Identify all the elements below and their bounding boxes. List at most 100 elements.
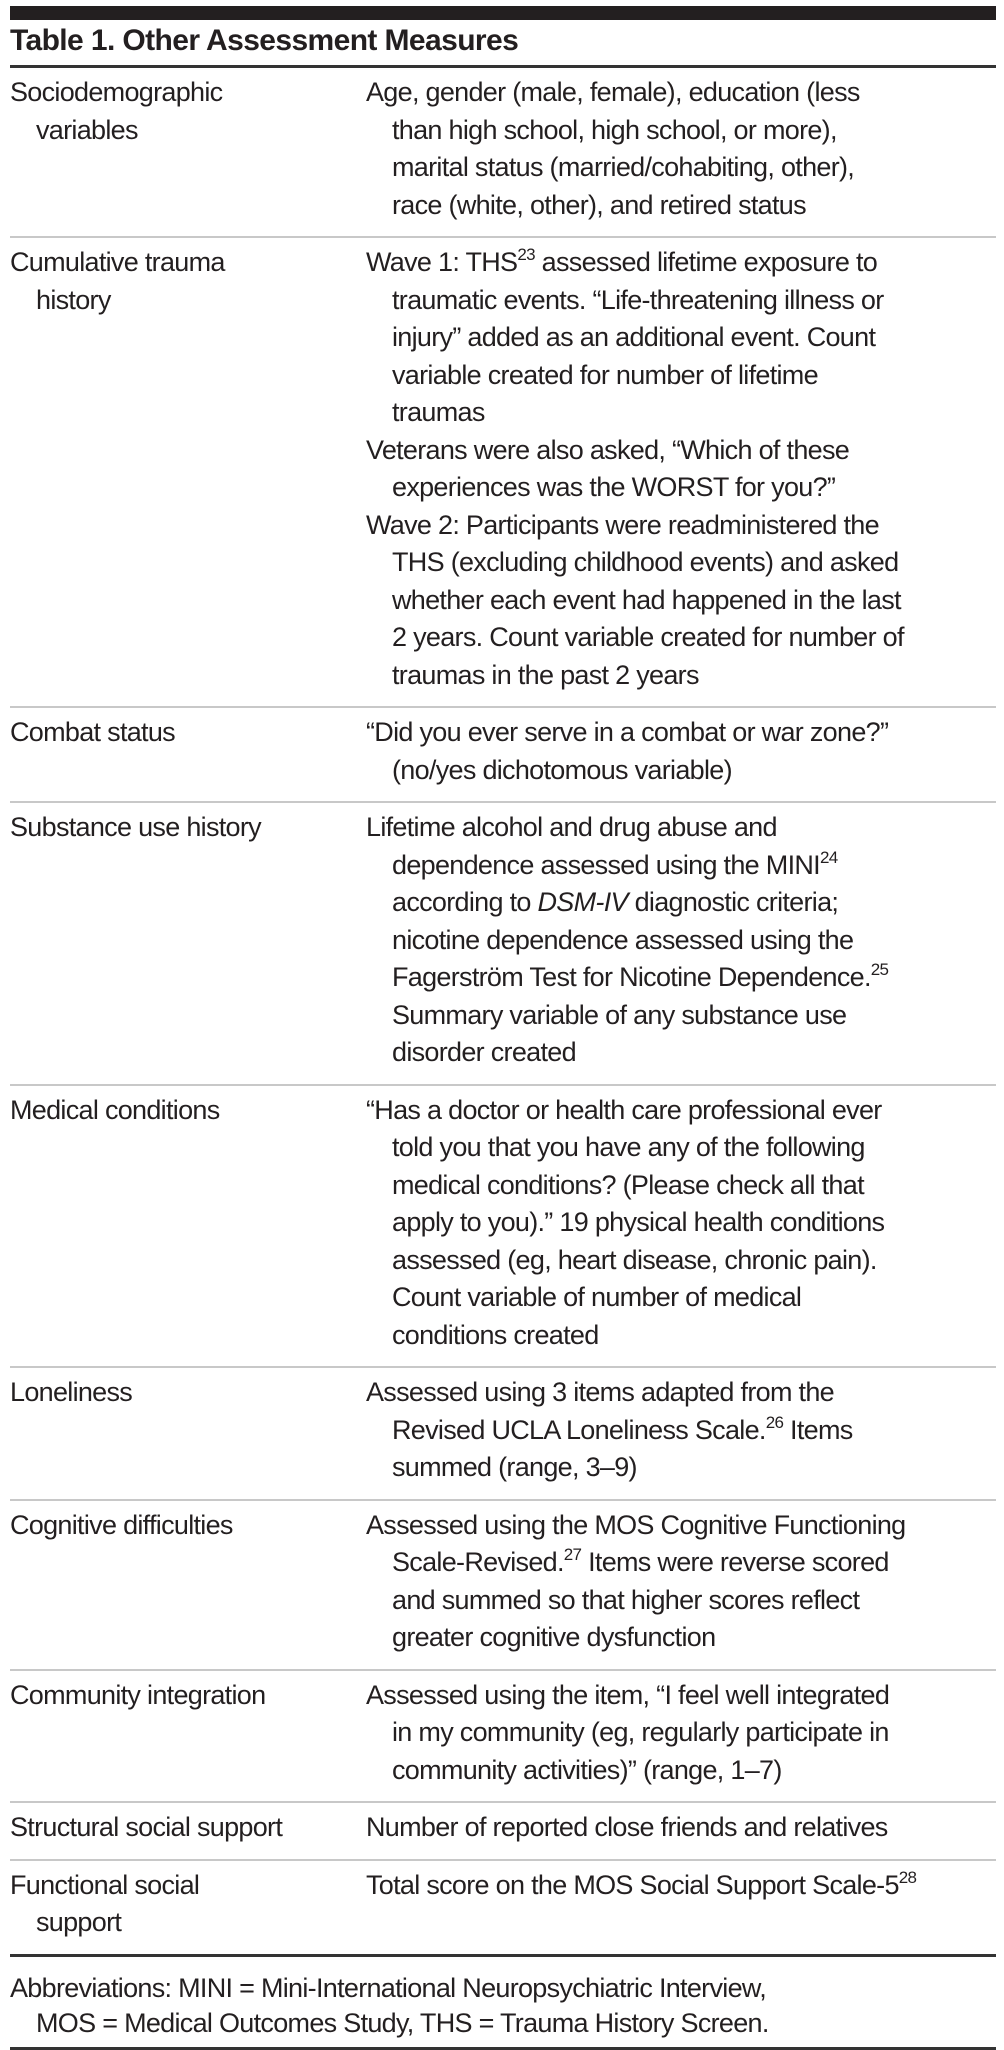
table-title: Table 1. Other Assessment Measures <box>10 24 519 57</box>
text-line: and summed so that higher scores reflect <box>392 1584 860 1615</box>
table-row: Loneliness Assessed using 3 items adapted… <box>10 1368 996 1501</box>
text-line: Cognitive difficulties <box>10 1509 233 1540</box>
measure-description: Lifetime alcohol and drug abuse and depen… <box>366 809 996 1072</box>
text-segment: Revised UCLA Loneliness Scale. <box>392 1414 766 1445</box>
text-line: variables <box>36 114 138 145</box>
measure-description: “Has a doctor or health care professiona… <box>366 1092 996 1355</box>
text-line: Structural social support <box>10 1812 283 1842</box>
text-line: Age, gender (male, female), education (l… <box>366 77 860 107</box>
text-segment: Total score on the MOS Social Support Sc… <box>366 1869 899 1900</box>
text-line: community activities)” (range, 1–7) <box>392 1754 782 1785</box>
measure-description: Age, gender (male, female), education (l… <box>366 74 996 224</box>
text-line: injury” added as an additional event. Co… <box>392 322 876 352</box>
text-line: conditions created <box>392 1319 599 1350</box>
table-row: Cumulative trauma history Wave 1: THS23 as… <box>10 238 996 708</box>
text-line: Assessed using 3 items adapted from the <box>366 1377 835 1407</box>
reference-superscript: 27 <box>563 1545 582 1564</box>
text-line: “Did you ever serve in a combat or war z… <box>366 717 889 747</box>
measure-label: Loneliness <box>10 1374 366 1487</box>
measure-label: Combat status <box>10 714 366 789</box>
text-line: Lifetime alcohol and drug abuse and <box>366 812 778 842</box>
text-segment: dependence assessed using the MINI <box>392 849 821 880</box>
text-line: Loneliness <box>10 1377 133 1407</box>
text-line: support <box>36 1907 122 1937</box>
table-row: Functional social support Total score on t… <box>10 1861 996 1957</box>
text-line: (no/yes dichotomous variable) <box>392 754 733 785</box>
text-line: Cumulative trauma <box>10 247 225 277</box>
text-line: than high school, high school, or more), <box>392 114 837 145</box>
text-line: Wave 2: Participants were readministered… <box>366 509 880 540</box>
text-line: greater cognitive dysfunction <box>392 1622 716 1652</box>
measure-label: Functional social support <box>10 1867 366 1942</box>
text-segment: Items <box>783 1414 853 1445</box>
text-segment: Fagerström Test for Nicotine Dependence. <box>392 962 871 992</box>
text-line: history <box>36 284 111 315</box>
text-line: Number of reported close friends and rel… <box>366 1812 888 1842</box>
measure-description: Assessed using the item, “I feel well in… <box>366 1677 996 1790</box>
measure-label: Medical conditions <box>10 1092 366 1355</box>
table-footnote: Abbreviations: MINI = Mini-International… <box>10 1957 996 2050</box>
text-line: Total score on the MOS Social Support Sc… <box>366 1867 996 1905</box>
measure-description: Assessed using the MOS Cognitive Functio… <box>366 1507 996 1657</box>
table-row: Combat status “Did you ever serve in a co… <box>10 708 996 803</box>
measure-description: Number of reported close friends and rel… <box>366 1809 996 1847</box>
text-line: “Has a doctor or health care professiona… <box>366 1094 882 1125</box>
text-segment: assessed lifetime exposure to <box>534 247 878 277</box>
measure-label: Sociodemographic variables <box>10 74 366 224</box>
text-line: summed (range, 3–9) <box>392 1452 638 1482</box>
text-line: traumas <box>392 397 485 427</box>
text-line: traumatic events. “Life-threatening illn… <box>392 284 884 315</box>
text-line: 2 years. Count variable created for numb… <box>392 622 904 652</box>
text-line: experiences was the WORST for you?” <box>392 472 836 502</box>
text-line: according to DSM-IV diagnostic criteria; <box>366 884 996 922</box>
reference-superscript: 25 <box>870 960 889 979</box>
reference-superscript: 28 <box>898 1867 917 1887</box>
text-line: whether each event had happened in the l… <box>392 584 902 615</box>
table-row: Substance use history Lifetime alcohol an… <box>10 803 996 1086</box>
text-line: MOS = Medical Outcomes Study, THS = Trau… <box>36 2007 769 2038</box>
measure-label: Structural social support <box>10 1809 366 1847</box>
text-line: Sociodemographic <box>10 77 223 107</box>
text-segment: Wave 1: THS <box>366 247 518 277</box>
text-line: Medical conditions <box>10 1094 220 1125</box>
text-line: Assessed using the MOS Cognitive Functio… <box>366 1509 906 1540</box>
text-line: Revised UCLA Loneliness Scale.26 Items <box>366 1412 996 1450</box>
text-line: Combat status <box>10 717 176 747</box>
reference-superscript: 23 <box>517 245 535 264</box>
measure-description: Total score on the MOS Social Support Sc… <box>366 1867 996 1942</box>
text-line: Abbreviations: MINI = Mini-International… <box>10 1972 767 2003</box>
text-line: apply to you).” 19 physical health condi… <box>392 1207 885 1237</box>
text-line: in my community (eg, regularly participa… <box>392 1717 889 1747</box>
text-line: dependence assessed using the MINI24 <box>366 847 996 885</box>
text-line: Fagerström Test for Nicotine Dependence.… <box>366 959 996 997</box>
measure-label: Substance use history <box>10 809 366 1072</box>
text-segment: Items were reverse scored <box>581 1547 889 1577</box>
table-row: Sociodemographic variables Age, gender (ma… <box>10 68 996 238</box>
text-line: assessed (eg, heart disease, chronic pai… <box>392 1244 877 1275</box>
assessment-table: Sociodemographic variables Age, gender (ma… <box>10 65 996 2050</box>
text-line: Scale-Revised.27 Items were reverse scor… <box>366 1544 996 1582</box>
text-line: Substance use history <box>10 812 262 842</box>
table-row: Structural social support Number of repor… <box>10 1803 996 1861</box>
text-line: told you that you have any of the follow… <box>392 1132 865 1162</box>
text-line: variable created for number of lifetime <box>392 359 819 390</box>
top-rule <box>10 6 996 20</box>
table-row: Medical conditions “Has a doctor or healt… <box>10 1086 996 1368</box>
text-line: Veterans were also asked, “Which of thes… <box>366 434 850 465</box>
text-line: marital status (married/cohabiting, othe… <box>392 152 855 182</box>
text-line: Functional social <box>10 1869 200 1900</box>
text-line: THS (excluding childhood events) and ask… <box>392 547 899 577</box>
measure-label: Cumulative trauma history <box>10 244 366 694</box>
text-segment: according to <box>392 887 538 917</box>
reference-superscript: 24 <box>820 847 838 867</box>
table-row: Community integration Assessed using the … <box>10 1671 996 1803</box>
text-line: Wave 1: THS23 assessed lifetime exposure… <box>366 244 996 282</box>
text-segment: DSM-IV <box>537 887 629 917</box>
text-segment: diagnostic criteria; <box>627 887 839 917</box>
text-line: race (white, other), and retired status <box>392 189 807 220</box>
text-line: traumas in the past 2 years <box>392 659 699 690</box>
text-line: Community integration <box>10 1679 266 1710</box>
measure-label: Cognitive difficulties <box>10 1507 366 1657</box>
measure-description: Assessed using 3 items adapted from the R… <box>366 1374 996 1487</box>
text-segment: Scale-Revised. <box>392 1547 564 1577</box>
